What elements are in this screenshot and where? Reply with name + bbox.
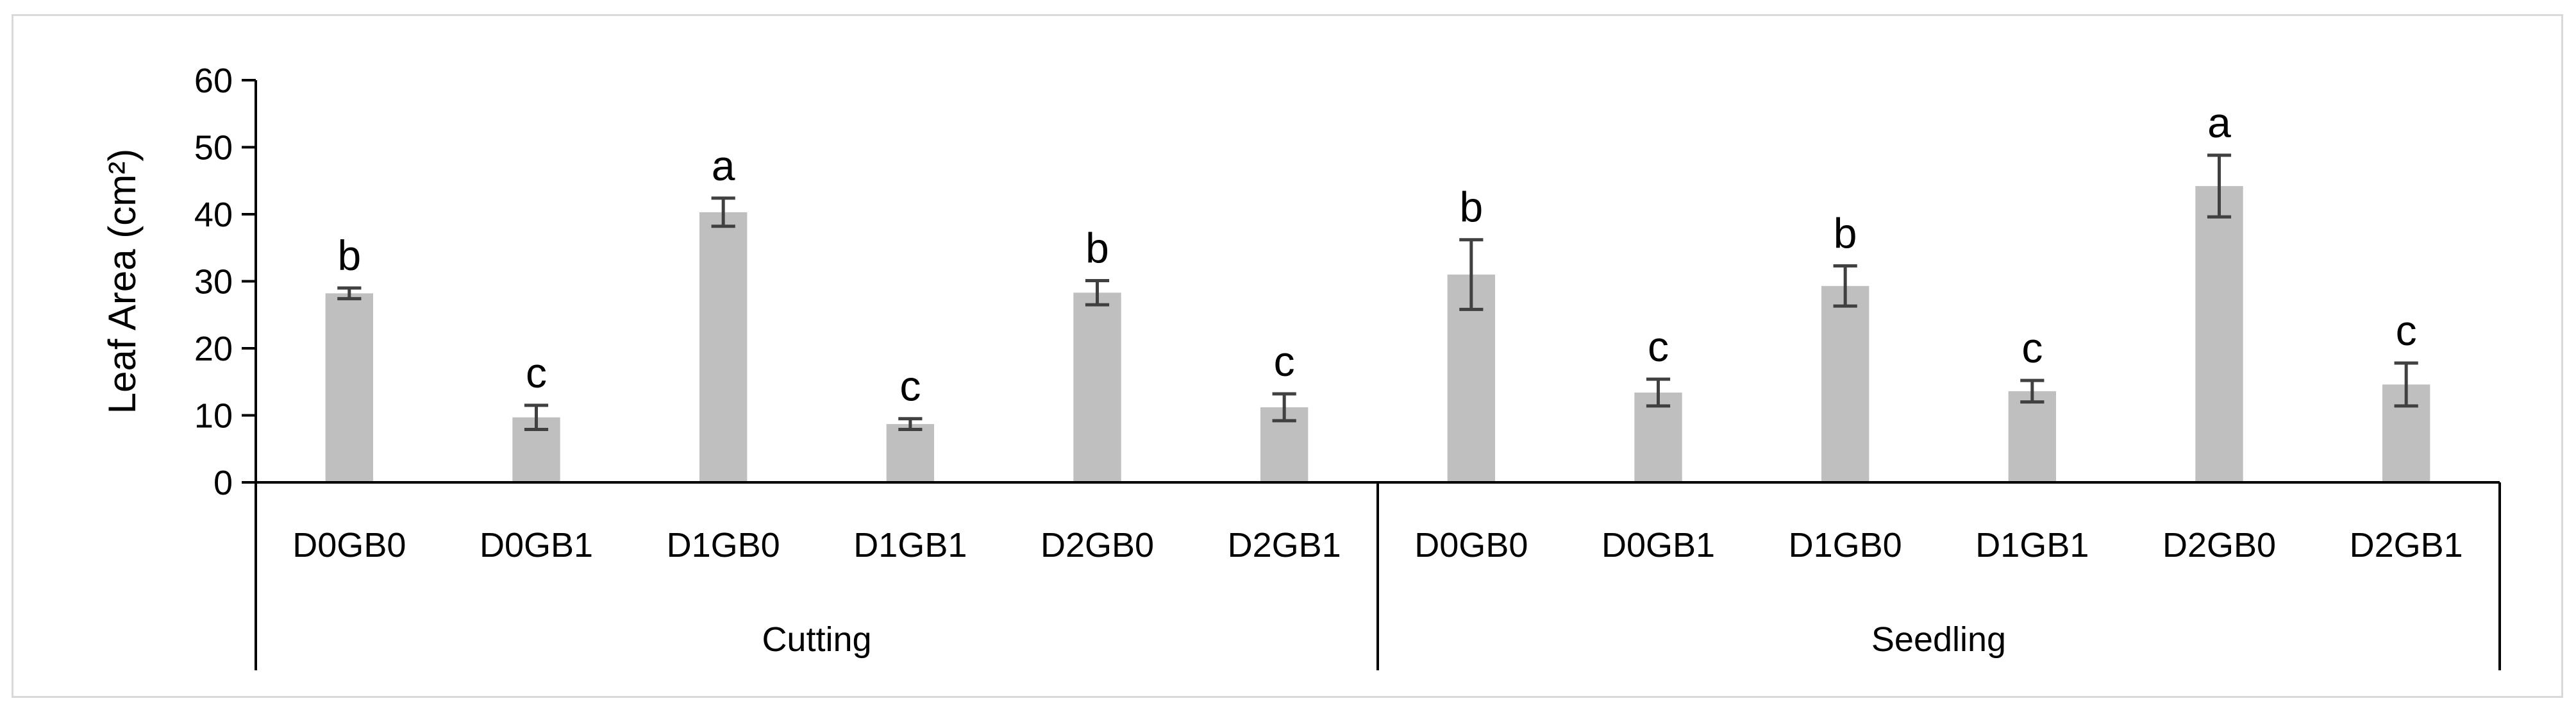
y-tick-label: 0	[213, 464, 233, 502]
bars-layer	[325, 186, 2430, 482]
x-category-label: D0GB0	[1414, 526, 1528, 564]
y-ticks-layer: 0 10 20 30 40 50 60	[194, 62, 256, 502]
x-category-label: D2GB1	[2350, 526, 2463, 564]
bar	[886, 424, 935, 482]
y-tick-label: 60	[194, 62, 233, 100]
y-tick-label: 40	[194, 196, 233, 234]
bar	[699, 212, 748, 482]
significance-letter: b	[1834, 209, 1857, 257]
axes-layer	[255, 80, 2501, 670]
significance-letter: a	[2207, 99, 2231, 146]
y-tick-label: 30	[194, 263, 233, 301]
significance-letter: c	[1274, 337, 1295, 385]
x-category-label: D0GB1	[480, 526, 593, 564]
significance-letter: c	[899, 362, 921, 410]
bar	[2008, 391, 2057, 482]
significance-letter: b	[1459, 183, 1483, 231]
x-category-label: D2GB0	[1041, 526, 1154, 564]
x-category-label: D1GB1	[853, 526, 967, 564]
leaf-area-bar-chart: b c a c b c b c b c a c 0 10 20 30 40 50 60 D0GB0 D0GB1 D1G…	[101, 62, 2501, 670]
x-category-label: D0GB1	[1602, 526, 1715, 564]
x-group-label: Seedling	[1871, 620, 2006, 659]
x-category-label: D1GB0	[1789, 526, 1902, 564]
bar	[1821, 285, 1869, 482]
significance-letter: a	[712, 142, 735, 189]
significance-letter: c	[2021, 324, 2043, 371]
y-tick-label: 20	[194, 330, 233, 368]
significance-letter: c	[2396, 307, 2417, 354]
y-axis-title: Leaf Area (cm²)	[101, 149, 144, 414]
significance-letters-layer: b c a c b c b c b c a c	[337, 99, 2416, 410]
y-tick-label: 10	[194, 397, 233, 436]
error-bars-layer	[337, 153, 2418, 431]
significance-letter: b	[1085, 224, 1109, 271]
bar	[2195, 186, 2243, 482]
chart-frame: b c a c b c b c b c a c 0 10 20 30 40 50 60 D0GB0 D0GB1 D1G…	[12, 14, 2563, 698]
x-group-label: Cutting	[762, 620, 871, 659]
bar	[1073, 292, 1121, 482]
significance-letter: c	[526, 349, 547, 396]
y-tick-label: 50	[194, 129, 233, 167]
x-category-label: D1GB0	[667, 526, 780, 564]
bar	[325, 293, 374, 482]
x-category-label: D0GB0	[292, 526, 406, 564]
significance-letter: c	[1648, 323, 1669, 370]
x-category-label: D2GB0	[2162, 526, 2276, 564]
x-category-label: D1GB1	[1975, 526, 2089, 564]
x-category-label: D2GB1	[1228, 526, 1341, 564]
x-labels-layer: D0GB0 D0GB1 D1GB0 D1GB1 D2GB0 D2GB1 Cutting D0G…	[292, 526, 2463, 659]
significance-letter: b	[337, 232, 361, 279]
